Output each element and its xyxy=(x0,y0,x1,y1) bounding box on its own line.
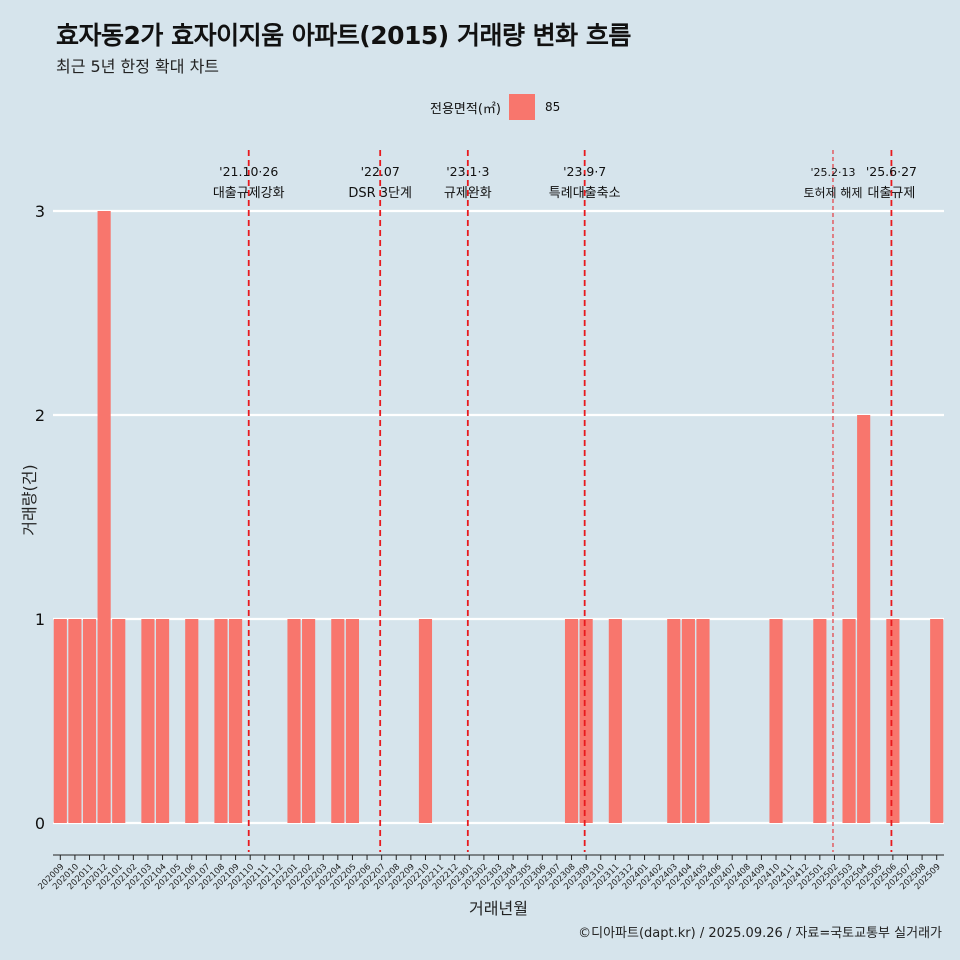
event-label: DSR 3단계 xyxy=(348,186,412,201)
bar-202108 xyxy=(214,619,228,823)
bar-202101 xyxy=(112,619,126,823)
bar-202501 xyxy=(813,619,827,823)
bar-202308 xyxy=(564,619,579,823)
event-label: 특례대출축소 xyxy=(549,186,621,201)
bar-202210 xyxy=(418,619,433,823)
bar-202109 xyxy=(229,619,243,823)
bar-202403 xyxy=(667,619,681,823)
legend-label: 85 xyxy=(544,100,561,114)
bar-202509 xyxy=(930,619,944,823)
x-axis-title: 거래년월 xyxy=(469,899,528,918)
event-label: 대출규제 xyxy=(867,186,915,201)
bar-202012 xyxy=(97,211,111,823)
event-date: '25.6·27 xyxy=(866,164,917,179)
legend-title: 전용면적(㎡) xyxy=(430,101,501,117)
bar-202103 xyxy=(141,619,155,823)
chart-title: 효자동2가 효자이지움 아파트(2015) 거래량 변화 흐름 xyxy=(56,21,631,50)
bars xyxy=(53,211,944,823)
bar-202204 xyxy=(331,619,345,823)
event-date: '23.1·3 xyxy=(446,164,489,179)
event-label: 규제완화 xyxy=(444,186,492,201)
bar-202104 xyxy=(155,619,170,823)
gridlines xyxy=(53,209,944,825)
event-date: '25.2·13 xyxy=(810,166,855,179)
bar-202201 xyxy=(287,619,301,823)
legend-swatch xyxy=(508,94,535,120)
bar-202106 xyxy=(185,619,199,823)
source-caption: ©디아파트(dapt.kr) / 2025.09.26 / 자료=국토교통부 실… xyxy=(578,926,942,941)
chart-subtitle: 최근 5년 한정 확대 차트 xyxy=(56,57,220,76)
bar-202311 xyxy=(608,619,622,823)
event-label: 대출규제강화 xyxy=(213,186,285,201)
bar-202205 xyxy=(345,619,360,823)
y-tick-label: 1 xyxy=(35,610,45,629)
bar-202202 xyxy=(302,619,316,823)
bar-202503 xyxy=(842,619,856,823)
y-axis-title: 거래량(건) xyxy=(20,464,39,535)
bar-202405 xyxy=(696,619,710,823)
bar-202309 xyxy=(579,619,593,823)
bar-202011 xyxy=(82,619,97,823)
y-tick-label: 0 xyxy=(35,814,45,833)
event-date: '22.07 xyxy=(361,164,400,179)
event-date: '23.9·7 xyxy=(563,164,606,179)
bar-202506 xyxy=(886,619,900,823)
event-annotations: '21.10·26 대출규제강화 '22.07 DSR 3단계 '23.1·3 규제완화 '… xyxy=(213,150,917,852)
bar-202404 xyxy=(681,619,695,823)
bar-202410 xyxy=(769,619,783,823)
bar-202504 xyxy=(857,415,871,823)
legend: 전용면적(㎡) 85 xyxy=(430,94,560,120)
bar-202010 xyxy=(68,619,82,823)
bar-202009 xyxy=(53,619,67,823)
y-tick-label: 3 xyxy=(35,202,45,221)
y-tick-label: 2 xyxy=(35,406,45,425)
event-date: '21.10·26 xyxy=(219,164,278,179)
event-label: 토허제 해제 xyxy=(803,186,862,200)
